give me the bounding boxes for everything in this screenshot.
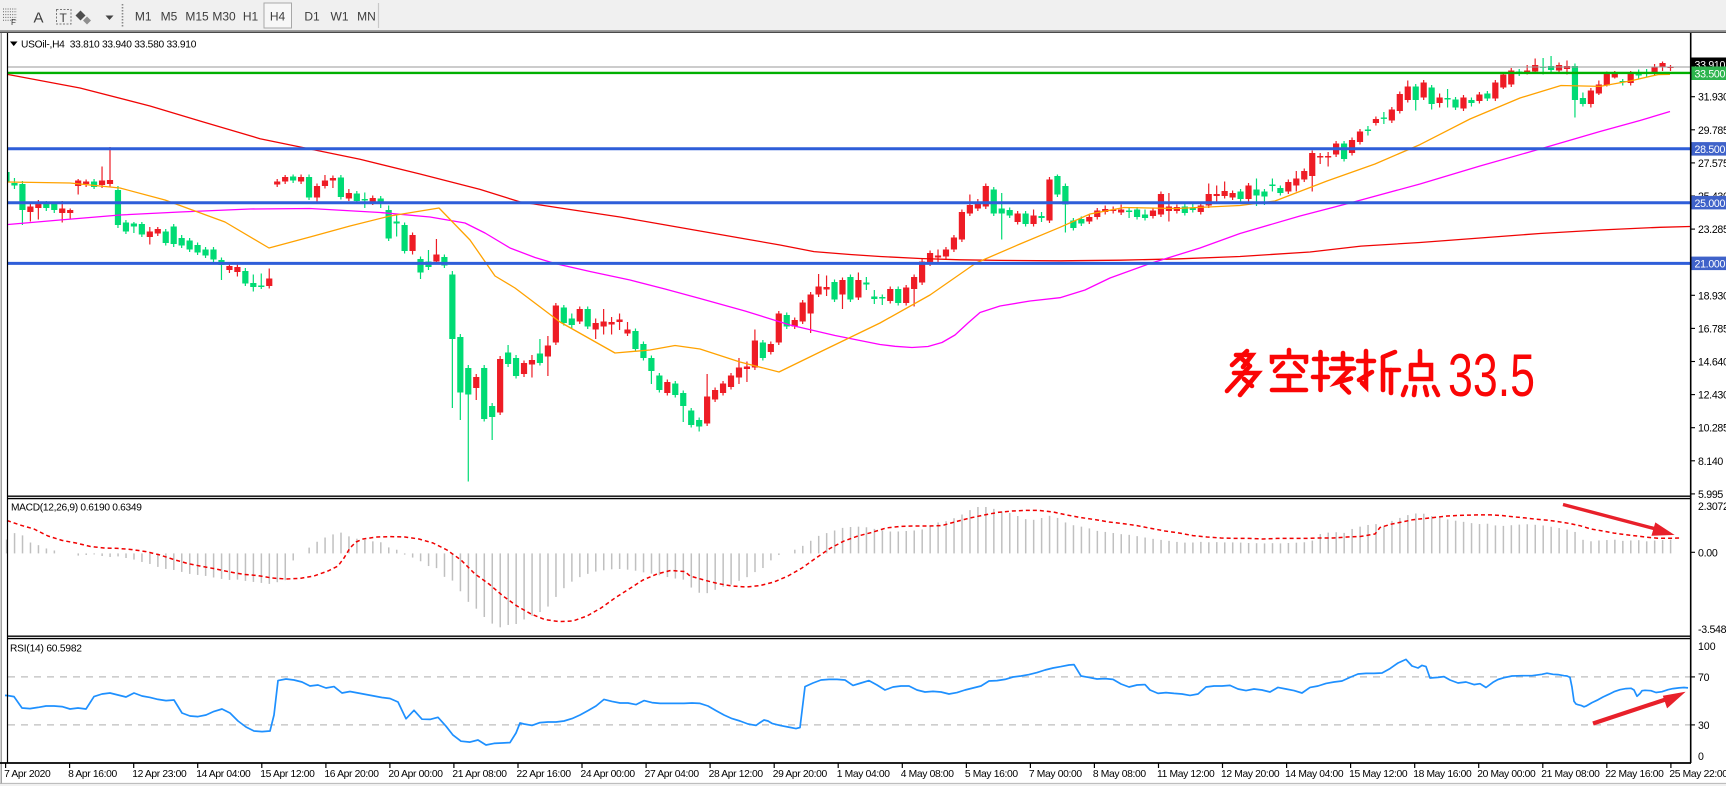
svg-text:27.575: 27.575: [1698, 158, 1726, 170]
svg-text:14 Apr 04:00: 14 Apr 04:00: [196, 769, 251, 780]
svg-text:20 Apr 00:00: 20 Apr 00:00: [388, 769, 443, 780]
svg-text:22 May 16:00: 22 May 16:00: [1605, 769, 1664, 780]
svg-text:33.500: 33.500: [1695, 69, 1726, 81]
svg-text:14.640: 14.640: [1698, 357, 1726, 369]
svg-text:T: T: [60, 11, 68, 25]
svg-text:H4: H4: [270, 10, 286, 24]
svg-text:8 Apr 16:00: 8 Apr 16:00: [68, 769, 117, 780]
svg-text:29 Apr 20:00: 29 Apr 20:00: [773, 769, 828, 780]
svg-text:18 May 16:00: 18 May 16:00: [1413, 769, 1472, 780]
svg-text:A: A: [34, 10, 44, 27]
svg-text:25.000: 25.000: [1695, 198, 1726, 210]
svg-text:14 May 04:00: 14 May 04:00: [1285, 769, 1344, 780]
svg-text:RSI(14) 60.5982: RSI(14) 60.5982: [10, 644, 82, 655]
svg-text:MN: MN: [357, 10, 376, 24]
svg-text:100: 100: [1698, 641, 1716, 653]
svg-text:20 May 00:00: 20 May 00:00: [1477, 769, 1536, 780]
svg-text:70: 70: [1698, 672, 1710, 684]
svg-text:8 May 08:00: 8 May 08:00: [1093, 769, 1146, 780]
svg-text:23.285: 23.285: [1698, 224, 1726, 236]
svg-text:10.285: 10.285: [1698, 423, 1726, 435]
svg-text:11 May 12:00: 11 May 12:00: [1157, 769, 1215, 780]
svg-text:15 Apr 12:00: 15 Apr 12:00: [260, 769, 315, 780]
svg-text:28.500: 28.500: [1695, 144, 1726, 156]
svg-text:18.930: 18.930: [1698, 290, 1726, 302]
svg-text:5.995: 5.995: [1698, 489, 1723, 501]
svg-text:M1: M1: [135, 10, 152, 24]
svg-text:24 Apr 00:00: 24 Apr 00:00: [581, 769, 636, 780]
svg-text:27 Apr 04:00: 27 Apr 04:00: [645, 769, 700, 780]
svg-text:0: 0: [1698, 751, 1704, 763]
svg-text:25 May 22:00: 25 May 22:00: [1669, 769, 1726, 780]
svg-text:0.00: 0.00: [1698, 547, 1718, 559]
svg-text:5 May 16:00: 5 May 16:00: [965, 769, 1018, 780]
svg-text:USOil-,H4 33.810 33.940 33.58: USOil-,H4 33.810 33.940 33.580 33.910: [21, 40, 197, 51]
svg-text:M30: M30: [212, 10, 236, 24]
svg-text:21 May 08:00: 21 May 08:00: [1541, 769, 1600, 780]
svg-text:W1: W1: [331, 10, 349, 24]
svg-text:12 May 20:00: 12 May 20:00: [1221, 769, 1280, 780]
svg-text:12 Apr 23:00: 12 Apr 23:00: [132, 769, 187, 780]
svg-text:M5: M5: [161, 10, 178, 24]
svg-text:8.140: 8.140: [1698, 456, 1723, 468]
svg-text:31.930: 31.930: [1698, 92, 1726, 104]
svg-text:16 Apr 20:00: 16 Apr 20:00: [324, 769, 379, 780]
svg-text:1 May 04:00: 1 May 04:00: [837, 769, 890, 780]
svg-text:M15: M15: [185, 10, 209, 24]
svg-text:4 May 08:00: 4 May 08:00: [901, 769, 954, 780]
svg-text:16.785: 16.785: [1698, 323, 1726, 335]
svg-text:12.430: 12.430: [1698, 390, 1726, 402]
svg-text:21 Apr 08:00: 21 Apr 08:00: [452, 769, 507, 780]
svg-text:28 Apr 12:00: 28 Apr 12:00: [709, 769, 764, 780]
svg-text:2.3072: 2.3072: [1698, 501, 1726, 513]
svg-text:7 Apr 2020: 7 Apr 2020: [4, 769, 51, 780]
svg-text:22 Apr 16:00: 22 Apr 16:00: [517, 769, 572, 780]
svg-text:MACD(12,26,9) 0.6190 0.6349: MACD(12,26,9) 0.6190 0.6349: [11, 503, 142, 514]
svg-text:33.5: 33.5: [1448, 342, 1535, 409]
svg-text:F: F: [11, 18, 16, 27]
svg-text:H1: H1: [243, 10, 259, 24]
svg-text:30: 30: [1698, 720, 1710, 732]
svg-text:15 May 12:00: 15 May 12:00: [1349, 769, 1408, 780]
svg-text:7 May 00:00: 7 May 00:00: [1029, 769, 1082, 780]
svg-text:-3.5484: -3.5484: [1698, 624, 1726, 636]
svg-text:D1: D1: [304, 10, 320, 24]
svg-text:21.000: 21.000: [1695, 259, 1726, 271]
svg-text:29.785: 29.785: [1698, 125, 1726, 137]
